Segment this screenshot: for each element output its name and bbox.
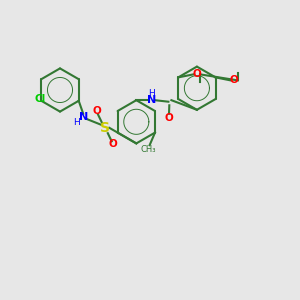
Text: H: H [73, 118, 80, 127]
Text: S: S [100, 121, 110, 135]
Text: H: H [148, 89, 155, 98]
Text: N: N [79, 112, 88, 122]
Text: Cl: Cl [34, 94, 45, 104]
Text: CH₃: CH₃ [141, 146, 156, 154]
Text: O: O [164, 113, 173, 123]
Text: O: O [92, 106, 101, 116]
Text: O: O [109, 139, 118, 149]
Text: O: O [230, 75, 239, 85]
Text: N: N [147, 95, 156, 105]
Text: O: O [192, 69, 201, 80]
